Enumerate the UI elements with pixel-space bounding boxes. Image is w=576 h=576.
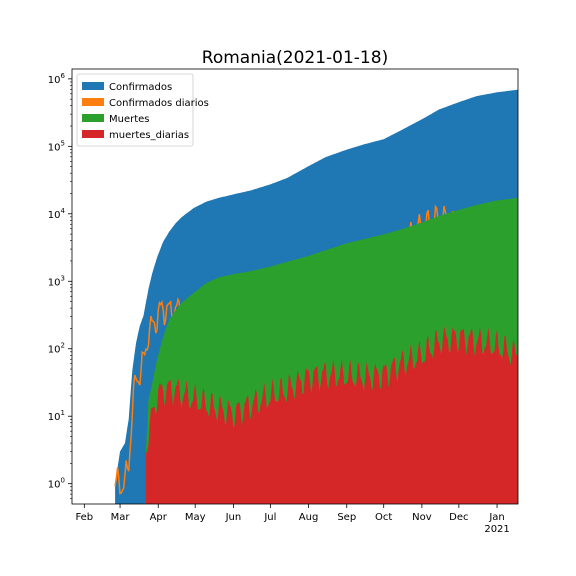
y-tick-label: 105 [48,139,65,153]
chart-title: Romania(2021-01-18) [202,48,388,68]
legend-swatch-2 [82,114,104,122]
y-tick-label: 102 [48,342,65,356]
legend-label-0: Confirmados [109,82,172,93]
legend-swatch-3 [82,130,104,138]
y-tick-label: 103 [48,274,65,288]
x-tick-label: Oct [375,512,392,523]
x-tick-label: Dec [449,512,468,523]
series-area-3 [145,326,518,504]
axes: 100 101 102 103 104 105 106 Feb Mar Apr May Jun Jul A… [48,68,519,535]
y-tick-label: 104 [48,207,66,221]
x-tick-label: Nov [412,512,432,523]
x-tick-label: Jul [263,512,276,523]
legend-swatch-1 [82,98,104,106]
x-tick-label: Feb [75,512,93,523]
legend-label-2: Muertes [109,114,150,125]
legend-label-1: Confirmados diarios [109,98,209,109]
y-tick-label: 100 [48,477,65,491]
legend-label-3: muertes_diarias [109,130,189,141]
x-tick-label: Sep [337,512,356,523]
y-tick-label: 101 [48,409,65,423]
x-tick-label: May [185,512,206,523]
x-tick-label: Jan [488,512,504,523]
x-tick-label: Apr [150,512,168,523]
y-tick-label: 106 [48,72,66,86]
legend: Confirmados Confirmados diarios Muertes mue… [76,73,209,147]
x-tick-sublabel: 2021 [484,524,509,535]
axes-frame [71,68,519,505]
legend-swatch-0 [82,82,104,90]
x-tick-label: Jun [225,512,242,523]
x-tick-label: Aug [299,512,319,523]
legend-box [76,73,194,147]
x-tick-label: Mar [111,512,131,523]
plot-area [114,89,518,504]
